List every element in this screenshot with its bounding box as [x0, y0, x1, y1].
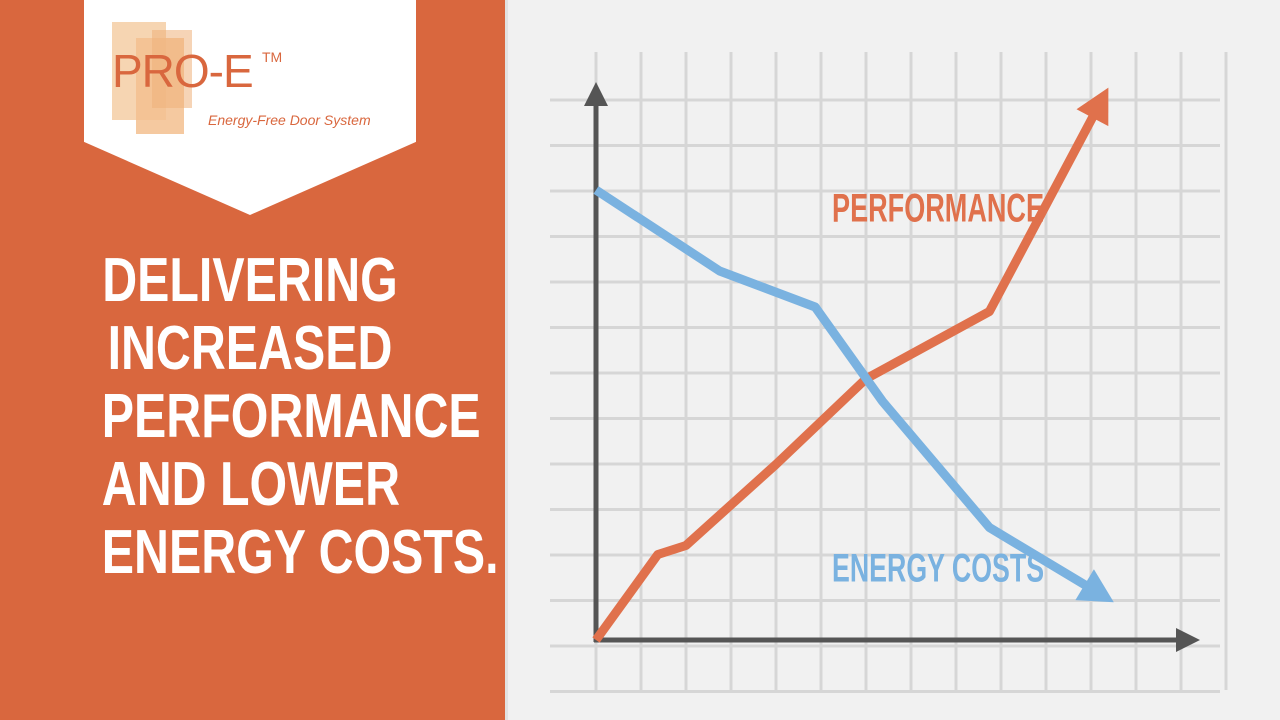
chart-series: [592, 87, 1114, 643]
headline-line: ENERGY COSTS.: [101, 518, 499, 587]
series-arrowhead-performance: [1076, 87, 1109, 127]
headline-line: AND LOWER: [101, 450, 400, 519]
logo-tagline: Energy-Free Door System: [208, 112, 371, 128]
series-label-performance: PERFORMANCE: [832, 187, 1044, 231]
logo-trademark: TM: [262, 49, 283, 65]
panel-divider: [505, 0, 508, 720]
series-arrowhead-energy-costs: [1075, 569, 1114, 603]
logo-badge: PRO-E TM Energy-Free Door System: [84, 0, 416, 215]
headline-line: DELIVERING: [102, 246, 398, 315]
left-panel: PRO-E TM Energy-Free Door System DELIVER…: [0, 0, 505, 720]
headline-line: INCREASED: [107, 314, 393, 383]
headline: DELIVERING INCREASED PERFORMANCE AND LOW…: [101, 246, 499, 587]
x-axis-arrowhead: [1176, 628, 1200, 652]
line-chart: PERFORMANCE ENERGY COSTS: [550, 52, 1228, 693]
series-line-energy-costs: [593, 186, 1105, 599]
series-label-energy-costs: ENERGY COSTS: [832, 547, 1044, 591]
logo-square-dark: [152, 30, 192, 108]
logo-brand: PRO-E: [112, 45, 254, 97]
chart-labels: PERFORMANCE ENERGY COSTS: [832, 187, 1044, 591]
headline-line: PERFORMANCE: [101, 382, 481, 451]
y-axis-arrowhead: [584, 82, 608, 106]
